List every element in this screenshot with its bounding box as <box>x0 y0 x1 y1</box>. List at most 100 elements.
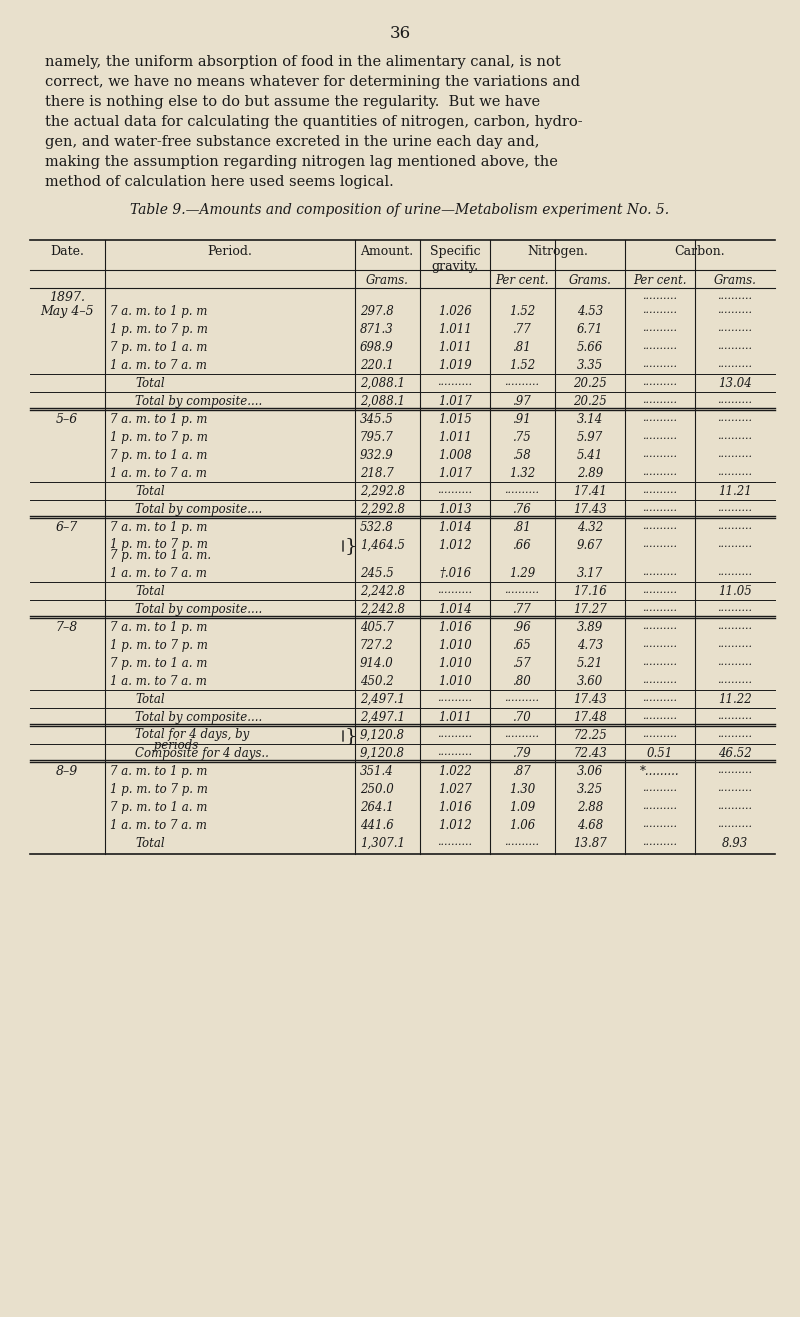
Text: 7–8: 7–8 <box>56 622 78 633</box>
Text: 1,307.1: 1,307.1 <box>360 838 405 849</box>
Text: periods: periods <box>135 739 198 752</box>
Text: 1.06: 1.06 <box>509 819 535 832</box>
Text: .77: .77 <box>513 323 531 336</box>
Text: 1.027: 1.027 <box>438 784 472 795</box>
Text: Total: Total <box>135 838 165 849</box>
Text: ..........: .......... <box>718 801 753 811</box>
Text: 250.0: 250.0 <box>360 784 394 795</box>
Text: ..........: .......... <box>642 485 678 495</box>
Text: .80: .80 <box>513 676 531 687</box>
Text: 1.010: 1.010 <box>438 657 472 670</box>
Text: correct, we have no means whatever for determining the variations and: correct, we have no means whatever for d… <box>45 75 580 90</box>
Text: 1.52: 1.52 <box>509 360 535 371</box>
Text: 532.8: 532.8 <box>360 522 394 533</box>
Text: Date.: Date. <box>50 245 84 258</box>
Text: ..........: .......... <box>718 503 753 514</box>
Text: 698.9: 698.9 <box>360 341 394 354</box>
Text: 1.011: 1.011 <box>438 323 472 336</box>
Text: ..........: .......... <box>718 676 753 685</box>
Text: ..........: .......... <box>642 639 678 649</box>
Text: 2,088.1: 2,088.1 <box>360 395 405 408</box>
Text: ..........: .......... <box>642 323 678 333</box>
Text: 4.53: 4.53 <box>577 306 603 317</box>
Text: 1.008: 1.008 <box>438 449 472 462</box>
Text: ..........: .......... <box>642 414 678 423</box>
Text: 1.52: 1.52 <box>509 306 535 317</box>
Text: there is nothing else to do but assume the regularity.  But we have: there is nothing else to do but assume t… <box>45 95 540 109</box>
Text: 3.35: 3.35 <box>577 360 603 371</box>
Text: ..........: .......... <box>718 449 753 460</box>
Text: 345.5: 345.5 <box>360 414 394 425</box>
Text: 1.016: 1.016 <box>438 622 472 633</box>
Text: ..........: .......... <box>642 784 678 793</box>
Text: }: } <box>345 727 358 745</box>
Text: 7 a. m. to 1 p. m: 7 a. m. to 1 p. m <box>110 306 207 317</box>
Text: ..........: .......... <box>718 568 753 577</box>
Text: ..........: .......... <box>642 585 678 595</box>
Text: 1.014: 1.014 <box>438 522 472 533</box>
Text: 7 a. m. to 1 p. m: 7 a. m. to 1 p. m <box>110 765 207 778</box>
Text: ..........: .......... <box>642 838 678 847</box>
Text: ..........: .......... <box>718 603 753 612</box>
Text: 1 p. m. to 7 p. m: 1 p. m. to 7 p. m <box>110 639 208 652</box>
Text: .81: .81 <box>513 522 531 533</box>
Text: ..........: .......... <box>718 522 753 531</box>
Text: ..........: .......... <box>642 341 678 352</box>
Text: 3.06: 3.06 <box>577 765 603 778</box>
Text: 1.011: 1.011 <box>438 711 472 724</box>
Text: 3.25: 3.25 <box>577 784 603 795</box>
Text: 17.16: 17.16 <box>573 585 607 598</box>
Text: 7 a. m. to 1 p. m: 7 a. m. to 1 p. m <box>110 414 207 425</box>
Text: ..........: .......... <box>505 693 539 703</box>
Text: 871.3: 871.3 <box>360 323 394 336</box>
Text: ..........: .......... <box>438 377 473 387</box>
Text: ..........: .......... <box>505 377 539 387</box>
Text: 1.30: 1.30 <box>509 784 535 795</box>
Text: .66: .66 <box>513 539 531 552</box>
Text: Table 9.—Amounts and composition of urine—Metabolism experiment No. 5.: Table 9.—Amounts and composition of urin… <box>130 203 670 217</box>
Text: †.016: †.016 <box>439 568 471 579</box>
Text: 1.026: 1.026 <box>438 306 472 317</box>
Text: 932.9: 932.9 <box>360 449 394 462</box>
Text: .76: .76 <box>513 503 531 516</box>
Text: 9.67: 9.67 <box>577 539 603 552</box>
Text: ..........: .......... <box>642 730 678 739</box>
Text: ..........: .......... <box>642 395 678 406</box>
Text: ..........: .......... <box>505 485 539 495</box>
Text: 20.25: 20.25 <box>573 395 607 408</box>
Text: 3.14: 3.14 <box>577 414 603 425</box>
Text: 46.52: 46.52 <box>718 747 752 760</box>
Text: 9,120.8: 9,120.8 <box>360 730 405 741</box>
Text: 5.41: 5.41 <box>577 449 603 462</box>
Text: 1 a. m. to 7 a. m: 1 a. m. to 7 a. m <box>110 468 207 479</box>
Text: 405.7: 405.7 <box>360 622 394 633</box>
Text: Composite for 4 days..: Composite for 4 days.. <box>135 747 269 760</box>
Text: 727.2: 727.2 <box>360 639 394 652</box>
Text: Per cent.: Per cent. <box>495 274 549 287</box>
Text: 17.48: 17.48 <box>573 711 607 724</box>
Text: 7 p. m. to 1 a. m: 7 p. m. to 1 a. m <box>110 449 207 462</box>
Text: ..........: .......... <box>438 747 473 757</box>
Text: ..........: .......... <box>718 468 753 477</box>
Text: ..........: .......... <box>642 693 678 703</box>
Text: Nitrogen.: Nitrogen. <box>527 245 588 258</box>
Text: 2,088.1: 2,088.1 <box>360 377 405 390</box>
Text: ..........: .......... <box>718 784 753 793</box>
Text: 11.05: 11.05 <box>718 585 752 598</box>
Text: 4.68: 4.68 <box>577 819 603 832</box>
Text: ..........: .......... <box>718 711 753 720</box>
Text: ..........: .......... <box>642 676 678 685</box>
Text: 1.012: 1.012 <box>438 819 472 832</box>
Text: 1 a. m. to 7 a. m: 1 a. m. to 7 a. m <box>110 819 207 832</box>
Text: 7 p. m. to 1 a. m: 7 p. m. to 1 a. m <box>110 801 207 814</box>
Text: ..........: .......... <box>642 449 678 460</box>
Text: .97: .97 <box>513 395 531 408</box>
Text: gen, and water-free substance excreted in the urine each day and,: gen, and water-free substance excreted i… <box>45 136 539 149</box>
Text: .87: .87 <box>513 765 531 778</box>
Text: ..........: .......... <box>718 323 753 333</box>
Text: 1.013: 1.013 <box>438 503 472 516</box>
Text: 3.89: 3.89 <box>577 622 603 633</box>
Text: 11.22: 11.22 <box>718 693 752 706</box>
Text: 8–9: 8–9 <box>56 765 78 778</box>
Text: ..........: .......... <box>718 639 753 649</box>
